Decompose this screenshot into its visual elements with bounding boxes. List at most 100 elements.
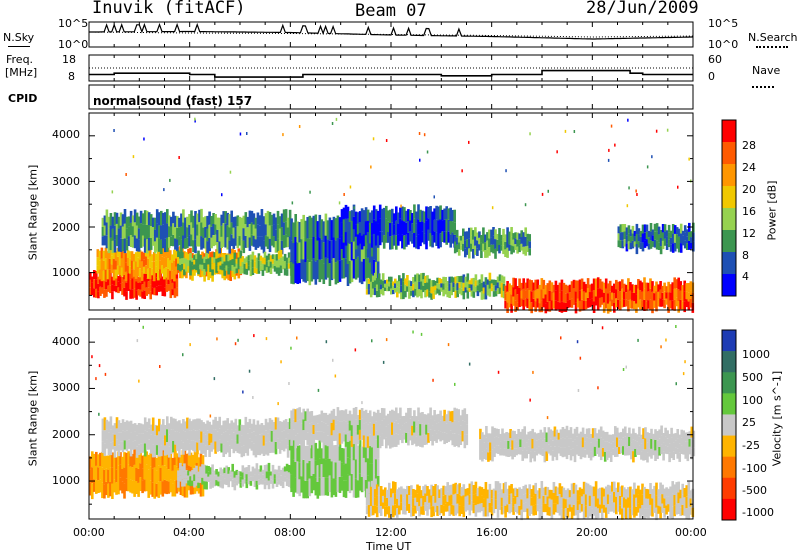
heat-cell: [397, 423, 400, 435]
heat-cell: [284, 428, 288, 439]
heat-cell: [637, 485, 640, 495]
heat-cell: [177, 250, 180, 257]
heat-cell: [651, 155, 653, 159]
heat-cell: [560, 290, 564, 302]
heat-cell: [250, 234, 254, 246]
heat-cell: [399, 207, 402, 219]
heat-cell: [519, 439, 522, 447]
heat-cell: [177, 263, 180, 271]
heat-cell: [636, 448, 639, 455]
heat-cell: [679, 290, 683, 300]
heat-cell: [522, 289, 526, 300]
heat-cell: [125, 440, 129, 452]
heat-cell: [665, 230, 669, 237]
heat-cell: [324, 423, 328, 435]
heat-cell: [132, 155, 135, 159]
heat-cell: [221, 482, 225, 489]
heat-cell: [404, 497, 407, 506]
heat-cell: [412, 498, 415, 508]
heat-cell: [655, 281, 658, 292]
heat-cell: [169, 289, 173, 299]
heat-cell: [320, 431, 324, 443]
heat-cell: [500, 282, 504, 290]
heat-cell: [137, 423, 141, 434]
heat-cell: [683, 233, 687, 241]
heat-cell: [452, 483, 456, 495]
heat-cell: [131, 432, 135, 442]
heat-cell: [362, 222, 366, 235]
heat-cell: [412, 330, 414, 334]
heat-cell: [100, 258, 104, 270]
heat-cell: [623, 231, 627, 239]
heat-cell: [551, 450, 555, 461]
heat-cell: [687, 292, 691, 302]
heat-cell: [179, 252, 182, 259]
heat-cell: [322, 458, 326, 477]
heat-cell: [664, 445, 667, 454]
heat-cell: [196, 418, 199, 431]
heat-cell: [399, 407, 402, 419]
heat-cell: [348, 420, 352, 431]
heat-cell: [178, 227, 181, 237]
heat-cell: [201, 270, 204, 277]
heat-cell: [152, 271, 156, 282]
heat-cell: [470, 500, 474, 511]
heat-cell: [281, 467, 285, 475]
heat-cell: [448, 495, 452, 506]
heat-cell: [480, 274, 484, 283]
heat-cell: [279, 265, 283, 273]
heat-cell: [653, 494, 656, 504]
heat-cell: [227, 267, 231, 275]
heat-cell: [277, 465, 281, 473]
heat-cell: [159, 269, 162, 278]
heat-cell: [592, 290, 596, 302]
heat-cell: [405, 432, 408, 443]
heat-cell: [265, 261, 269, 268]
heat-cell: [336, 476, 340, 493]
heat-cell: [131, 289, 134, 299]
heat-cell: [180, 423, 183, 432]
heat-cell: [248, 210, 252, 224]
heat-cell: [276, 427, 280, 439]
heat-cell: [574, 484, 578, 495]
freq-label: Freq.: [6, 53, 34, 66]
heat-cell: [196, 213, 199, 225]
velocity-range-tick-3000: 3000: [52, 381, 80, 394]
heat-cell: [352, 216, 356, 230]
heat-cell: [478, 279, 482, 284]
heat-cell: [137, 240, 141, 252]
heat-cell: [516, 497, 519, 506]
heat-cell: [682, 446, 686, 455]
heat-cell: [464, 248, 467, 258]
heat-cell: [141, 455, 144, 469]
heat-cell: [336, 407, 340, 421]
heat-cell: [146, 258, 150, 269]
heat-cell: [647, 230, 651, 238]
heat-cell: [201, 264, 204, 271]
heat-cell: [579, 440, 583, 450]
heat-cell: [342, 420, 346, 432]
heat-cell: [478, 486, 482, 496]
heat-cell: [123, 467, 126, 484]
heat-cell: [377, 289, 381, 297]
heat-cell: [448, 283, 452, 291]
heat-cell: [496, 493, 500, 506]
heat-cell: [348, 475, 352, 494]
heat-cell: [180, 432, 183, 441]
heat-cell: [358, 262, 362, 283]
heat-cell: [454, 504, 458, 516]
heat-cell: [690, 426, 694, 438]
heat-cell: [281, 265, 285, 270]
heat-cell: [199, 482, 203, 497]
heat-cell: [502, 493, 506, 504]
heat-cell: [500, 489, 504, 498]
heat-cell: [346, 413, 350, 424]
heat-cell: [217, 266, 221, 272]
heat-cell: [152, 261, 156, 272]
heat-cell: [538, 303, 542, 313]
heat-cell: [296, 477, 300, 494]
heat-cell: [643, 299, 646, 311]
heat-cell: [652, 433, 655, 441]
heat-cell: [583, 449, 587, 458]
heat-cell: [461, 420, 465, 431]
